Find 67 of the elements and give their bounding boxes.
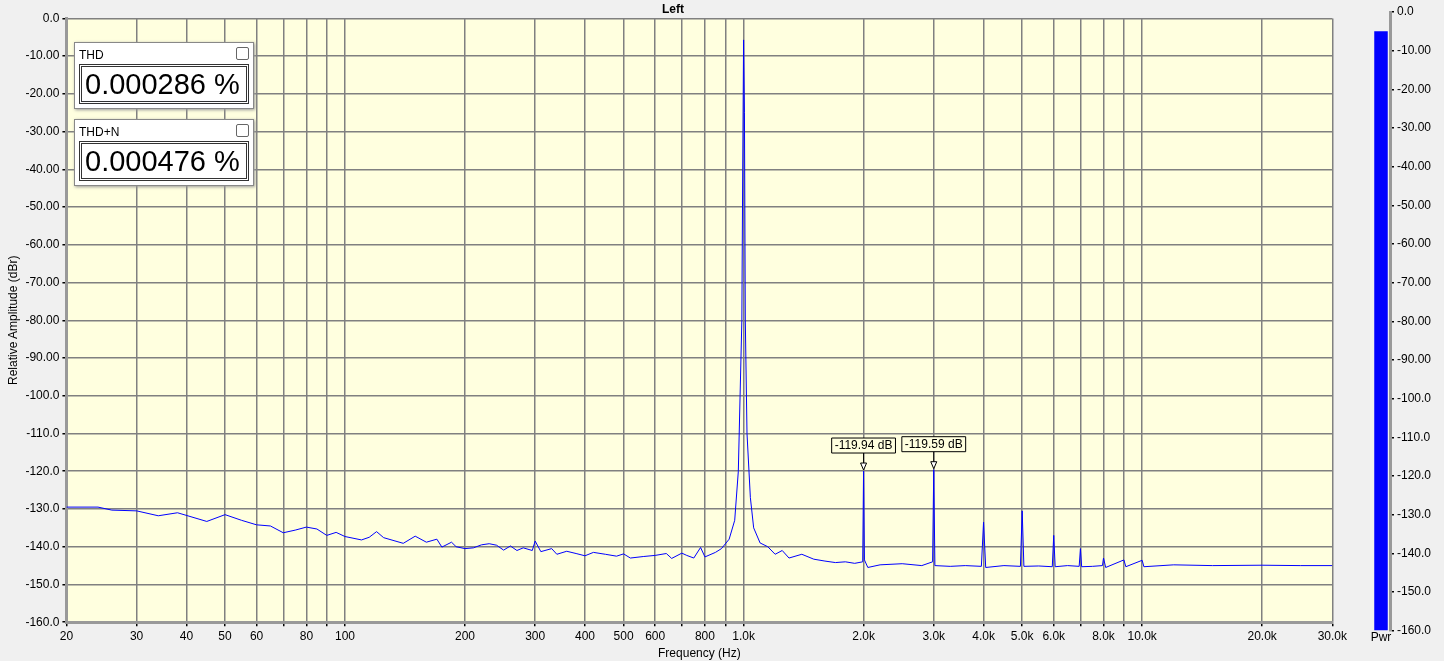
x-tick-label: 30.0k bbox=[1317, 628, 1348, 643]
y-tick-label: -70.00 bbox=[1397, 274, 1432, 289]
annotation: 0.000476 % bbox=[79, 141, 249, 181]
annotation: -119.94 dB bbox=[834, 438, 893, 453]
y-tick-label: -80.00 bbox=[1397, 313, 1432, 328]
x-tick-label: 1.0k bbox=[732, 628, 756, 643]
y-tick-label: -110.0 bbox=[1397, 429, 1431, 444]
y-tick-label: -50.00 bbox=[25, 199, 60, 214]
x-axis-title: Frequency (Hz) bbox=[658, 646, 741, 661]
x-tick-label: 2.0k bbox=[852, 628, 876, 643]
chart-title: Left bbox=[662, 1, 684, 16]
y-tick-label: -20.00 bbox=[1397, 81, 1432, 96]
y-axis-title: Relative Amplitude (dBr) bbox=[5, 255, 20, 385]
x-tick-label: 20.0k bbox=[1247, 628, 1278, 643]
x-tick-label: 400 bbox=[574, 628, 596, 643]
x-tick-label: 4.0k bbox=[972, 628, 996, 643]
y-tick-label: -10.00 bbox=[25, 48, 60, 63]
x-tick-label: 30 bbox=[129, 628, 144, 643]
annotation: -119.59 dB bbox=[904, 437, 963, 452]
y-tick-label: -70.00 bbox=[25, 274, 60, 289]
y-tick-label: -10.00 bbox=[1397, 42, 1432, 57]
y-tick-label: -80.00 bbox=[25, 312, 60, 327]
y-tick-label: -100.0 bbox=[25, 388, 60, 403]
y-tick-label: -150.0 bbox=[1397, 584, 1432, 599]
y-tick-label: -140.0 bbox=[25, 539, 60, 554]
x-tick-label: 800 bbox=[694, 628, 716, 643]
y-tick-label: -150.0 bbox=[25, 576, 60, 591]
x-tick-label: 10.0k bbox=[1127, 628, 1158, 643]
y-tick-label: -50.00 bbox=[1397, 197, 1432, 212]
y-tick-label: -110.0 bbox=[26, 425, 60, 440]
y-tick-label: -160.0 bbox=[25, 614, 60, 629]
annotation: THD+N bbox=[79, 124, 121, 141]
y-tick-label: -120.0 bbox=[25, 463, 60, 478]
x-tick-label: 60 bbox=[249, 628, 264, 643]
y-tick-label: -100.0 bbox=[1397, 390, 1432, 405]
x-tick-label: 6.0k bbox=[1042, 628, 1067, 643]
x-tick-label: 40 bbox=[179, 628, 194, 643]
x-tick-label: 3.0k bbox=[922, 628, 947, 643]
x-tick-label: 8.0k bbox=[1092, 628, 1116, 643]
y-tick-label: -30.00 bbox=[1397, 120, 1432, 135]
y-tick-label: -90.00 bbox=[1397, 352, 1432, 367]
x-tick-label: Pwr bbox=[1370, 630, 1392, 645]
y-tick-label: -130.0 bbox=[25, 501, 60, 516]
y-tick-label: -60.00 bbox=[1397, 236, 1432, 251]
y-tick-label: -130.0 bbox=[1397, 506, 1432, 521]
y-tick-label: -20.00 bbox=[25, 86, 60, 101]
y-tick-label: -160.0 bbox=[1397, 622, 1432, 637]
y-tick-label: 0.0 bbox=[42, 10, 60, 25]
y-tick-label: -30.00 bbox=[25, 123, 60, 138]
annotation: 0.000286 % bbox=[79, 64, 249, 104]
annotation: THD bbox=[79, 47, 105, 64]
y-tick-label: -90.00 bbox=[25, 350, 60, 365]
y-tick-label: -60.00 bbox=[25, 237, 60, 252]
y-tick-label: -140.0 bbox=[1397, 545, 1432, 560]
y-tick-label: -40.00 bbox=[1397, 158, 1432, 173]
y-tick-label: 0.0 bbox=[1397, 4, 1415, 19]
x-tick-label: 500 bbox=[613, 628, 634, 643]
x-tick-label: 80 bbox=[299, 628, 314, 643]
x-tick-label: 5.0k bbox=[1010, 628, 1035, 643]
y-tick-label: -120.0 bbox=[1397, 468, 1432, 483]
x-tick-label: 100 bbox=[335, 628, 356, 643]
x-tick-label: 200 bbox=[454, 628, 476, 643]
x-tick-label: 300 bbox=[525, 628, 546, 643]
x-tick-label: 20 bbox=[59, 628, 74, 643]
x-tick-label: 600 bbox=[645, 628, 666, 643]
y-tick-label: -40.00 bbox=[25, 161, 60, 176]
x-tick-label: 50 bbox=[218, 628, 233, 643]
